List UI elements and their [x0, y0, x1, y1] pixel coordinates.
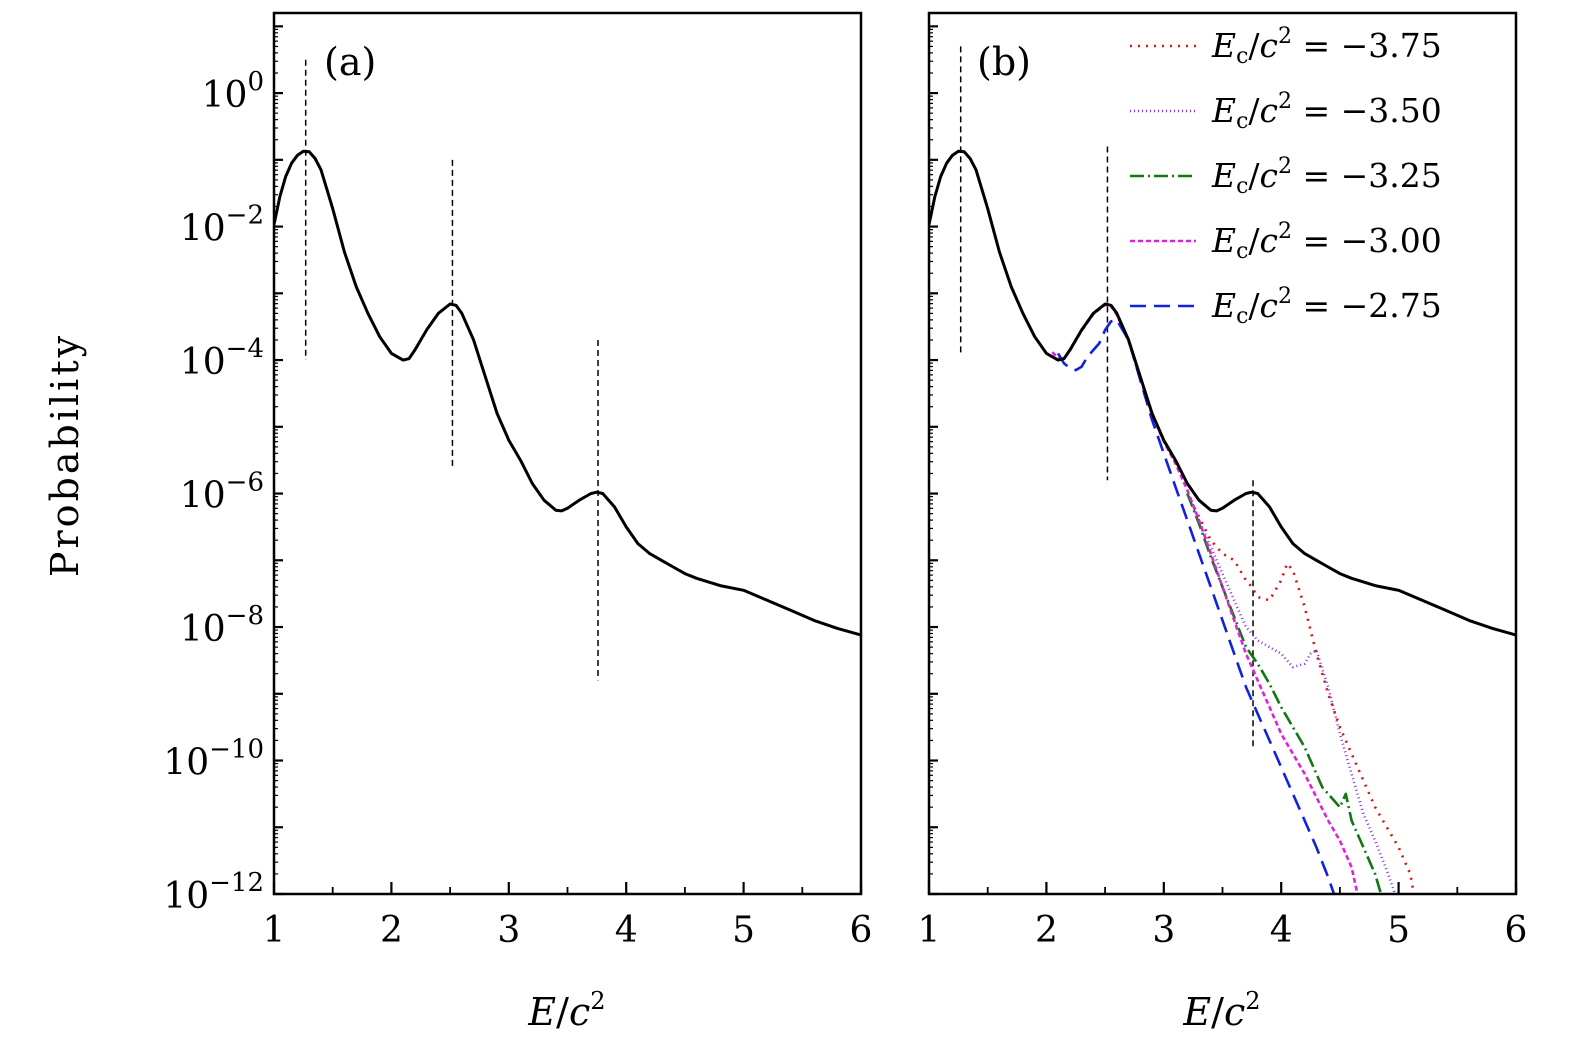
panel-b-x-axis-title: E/c2: [1182, 987, 1260, 1034]
panel-a-series: [274, 149, 861, 637]
panel-b-label: (b): [977, 40, 1031, 84]
x-tick-label: 4: [615, 910, 638, 951]
panel-b-reference-lines: [959, 46, 1254, 748]
panel-a-reference-lines: [304, 59, 599, 681]
series-line-Ec-3.25: [1186, 493, 1383, 894]
panel-a-y-tick-labels: 100 10−2 10−4 10−6 10−8 10−10 10−12: [163, 67, 264, 917]
series-line-Ec-3.75: [1186, 492, 1416, 894]
x-tick-label: 1: [918, 910, 941, 951]
legend-label-Ec-3.00: Ec/c2 = −3.00: [1211, 219, 1442, 264]
legend-label-Ec-3.75: Ec/c2 = −3.75: [1211, 24, 1442, 69]
x-tick-label: 4: [1270, 910, 1293, 951]
x-tick-label: 3: [497, 910, 520, 951]
panel-a-x-axis-title: E/c2: [527, 987, 605, 1034]
y-tick-label: 10−4: [180, 334, 264, 383]
panel-a: (a) 100 10−2 10−4 10−6 10−8 10−10 10−12 1 2 3 4 5 6…: [163, 11, 873, 1034]
series-line-Ec-3.50: [1186, 492, 1397, 894]
x-tick-label: 2: [1035, 910, 1058, 951]
panel-a-ticks: [272, 25, 863, 896]
x-tick-label: 3: [1152, 910, 1175, 951]
panel-a-frame: [272, 11, 863, 896]
x-tick-label: 2: [380, 910, 403, 951]
legend-label-Ec-3.25: Ec/c2 = −3.25: [1211, 154, 1442, 199]
panel-b-series: [929, 149, 1516, 894]
y-axis-title: Probability: [43, 333, 87, 577]
x-tick-label: 1: [263, 910, 286, 951]
x-tick-label: 5: [732, 910, 755, 951]
series-line-full: [929, 149, 1516, 637]
x-tick-label: 5: [1387, 910, 1410, 951]
x-tick-label: 6: [850, 910, 873, 951]
panel-a-label: (a): [324, 40, 376, 84]
y-tick-label: 10−2: [180, 201, 264, 250]
legend-label-Ec-3.50: Ec/c2 = −3.50: [1211, 89, 1442, 134]
panel-b-frame: [927, 11, 1518, 896]
series-line-Ec-2.75: [1056, 318, 1336, 894]
panel-a-x-tick-labels: 1 2 3 4 5 6: [263, 910, 873, 951]
y-tick-label: 10−6: [180, 468, 264, 517]
y-tick-label: 10−10: [163, 735, 264, 784]
series-line-full: [274, 149, 861, 637]
y-tick-label: 100: [202, 67, 264, 116]
legend-label-Ec-2.75: Ec/c2 = −2.75: [1211, 284, 1442, 329]
y-tick-label: 10−12: [163, 868, 264, 917]
x-tick-label: 6: [1505, 910, 1528, 951]
y-tick-label: 10−8: [180, 601, 264, 650]
legend: Ec/c2 = −3.75 Ec/c2 = −3.50 Ec/c2 = −3.25 E…: [1130, 24, 1442, 329]
series-line-Ec-3.00: [1051, 303, 1359, 894]
panel-b-x-tick-labels: 1 2 3 4 5 6: [918, 910, 1528, 951]
